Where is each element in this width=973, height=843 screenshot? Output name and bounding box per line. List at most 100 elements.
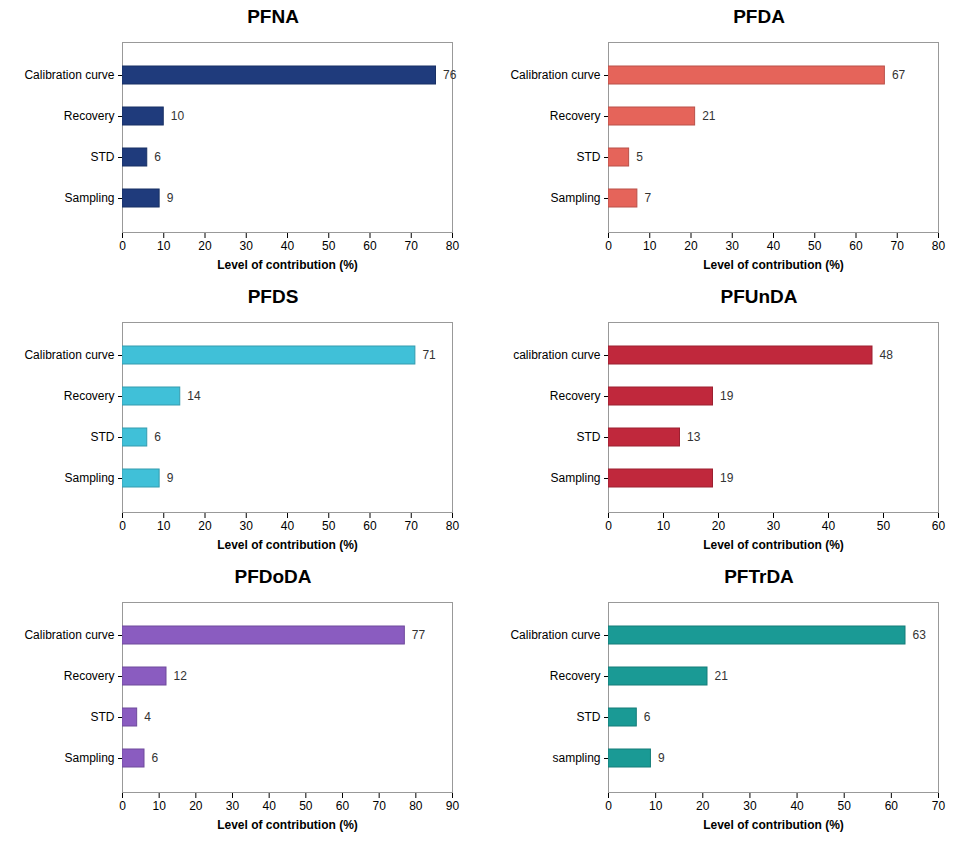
svg-text:20: 20 (198, 519, 212, 533)
svg-text:5: 5 (636, 150, 643, 164)
svg-text:Recovery: Recovery (64, 109, 115, 123)
svg-text:70: 70 (932, 799, 946, 813)
svg-text:50: 50 (322, 519, 336, 533)
svg-text:Recovery: Recovery (64, 669, 115, 683)
svg-text:80: 80 (446, 519, 460, 533)
svg-text:80: 80 (409, 799, 423, 813)
svg-text:6: 6 (154, 430, 161, 444)
svg-text:60: 60 (363, 519, 377, 533)
svg-text:10: 10 (152, 799, 166, 813)
svg-text:48: 48 (880, 348, 894, 362)
svg-text:50: 50 (838, 799, 852, 813)
svg-text:Recovery: Recovery (550, 109, 601, 123)
svg-text:Calibration curve: Calibration curve (24, 628, 114, 642)
svg-text:20: 20 (198, 239, 212, 253)
svg-text:Level of contribution (%): Level of contribution (%) (217, 818, 358, 832)
svg-text:60: 60 (932, 519, 946, 533)
svg-text:Calibration curve: Calibration curve (24, 348, 114, 362)
svg-text:STD: STD (91, 430, 115, 444)
svg-text:40: 40 (281, 519, 295, 533)
svg-text:12: 12 (174, 669, 188, 683)
svg-text:10: 10 (157, 239, 171, 253)
svg-text:10: 10 (643, 239, 657, 253)
svg-text:Recovery: Recovery (64, 389, 115, 403)
svg-text:Calibration curve: Calibration curve (24, 68, 114, 82)
svg-text:Level of contribution (%): Level of contribution (%) (703, 818, 844, 832)
svg-text:70: 70 (372, 799, 386, 813)
svg-text:Calibration curve: Calibration curve (510, 68, 600, 82)
svg-text:Recovery: Recovery (550, 389, 601, 403)
svg-text:6: 6 (644, 710, 651, 724)
svg-text:50: 50 (299, 799, 313, 813)
svg-text:60: 60 (336, 799, 350, 813)
svg-text:50: 50 (808, 239, 822, 253)
svg-text:77: 77 (412, 628, 426, 642)
svg-text:Sampling: Sampling (550, 471, 600, 485)
svg-text:50: 50 (322, 239, 336, 253)
svg-text:19: 19 (720, 471, 734, 485)
svg-text:Level of contribution (%): Level of contribution (%) (217, 538, 358, 552)
svg-text:6: 6 (154, 150, 161, 164)
svg-text:calibration curve: calibration curve (513, 348, 601, 362)
svg-text:STD: STD (91, 150, 115, 164)
svg-text:30: 30 (226, 799, 240, 813)
svg-text:30: 30 (240, 239, 254, 253)
svg-text:80: 80 (932, 239, 946, 253)
svg-text:6: 6 (152, 751, 159, 765)
svg-text:70: 70 (405, 239, 419, 253)
svg-text:21: 21 (702, 109, 716, 123)
svg-text:40: 40 (767, 239, 781, 253)
svg-text:Sampling: Sampling (64, 191, 114, 205)
svg-text:sampling: sampling (552, 751, 600, 765)
svg-text:40: 40 (790, 799, 804, 813)
svg-text:14: 14 (187, 389, 201, 403)
svg-text:71: 71 (422, 348, 436, 362)
svg-text:9: 9 (658, 751, 665, 765)
svg-text:10: 10 (157, 519, 171, 533)
svg-text:30: 30 (743, 799, 757, 813)
svg-text:20: 20 (696, 799, 710, 813)
svg-text:63: 63 (913, 628, 927, 642)
svg-text:90: 90 (446, 799, 460, 813)
svg-text:50: 50 (877, 519, 891, 533)
svg-text:40: 40 (262, 799, 276, 813)
svg-text:20: 20 (712, 519, 726, 533)
svg-text:Sampling: Sampling (64, 751, 114, 765)
svg-text:21: 21 (715, 669, 729, 683)
svg-text:20: 20 (684, 239, 698, 253)
svg-text:60: 60 (363, 239, 377, 253)
svg-text:Sampling: Sampling (64, 471, 114, 485)
svg-text:76: 76 (443, 68, 457, 82)
svg-text:30: 30 (726, 239, 740, 253)
svg-text:30: 30 (240, 519, 254, 533)
svg-text:STD: STD (577, 710, 601, 724)
svg-text:Level of contribution (%): Level of contribution (%) (217, 258, 358, 272)
svg-text:20: 20 (189, 799, 203, 813)
svg-text:13: 13 (687, 430, 701, 444)
svg-text:70: 70 (405, 519, 419, 533)
svg-text:Level of contribution (%): Level of contribution (%) (703, 538, 844, 552)
svg-text:10: 10 (649, 799, 663, 813)
svg-text:0: 0 (119, 519, 126, 533)
svg-text:0: 0 (605, 239, 612, 253)
svg-text:80: 80 (446, 239, 460, 253)
svg-text:Sampling: Sampling (550, 191, 600, 205)
svg-text:9: 9 (167, 471, 174, 485)
svg-text:Recovery: Recovery (550, 669, 601, 683)
svg-text:19: 19 (720, 389, 734, 403)
svg-text:0: 0 (605, 519, 612, 533)
svg-text:40: 40 (822, 519, 836, 533)
svg-text:60: 60 (849, 239, 863, 253)
svg-text:70: 70 (891, 239, 905, 253)
svg-text:10: 10 (657, 519, 671, 533)
svg-text:0: 0 (119, 799, 126, 813)
svg-text:STD: STD (91, 710, 115, 724)
svg-text:0: 0 (119, 239, 126, 253)
svg-text:67: 67 (892, 68, 906, 82)
svg-text:9: 9 (167, 191, 174, 205)
svg-text:0: 0 (605, 799, 612, 813)
svg-text:Calibration curve: Calibration curve (510, 628, 600, 642)
svg-text:30: 30 (767, 519, 781, 533)
svg-text:10: 10 (171, 109, 185, 123)
svg-text:Level of contribution (%): Level of contribution (%) (703, 258, 844, 272)
